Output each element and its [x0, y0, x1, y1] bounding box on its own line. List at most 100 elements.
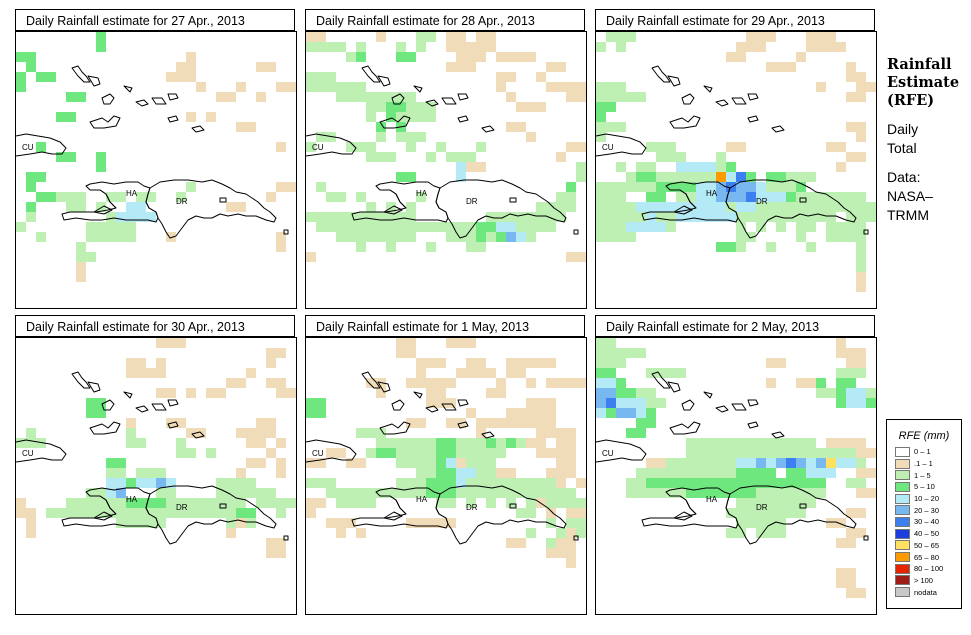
- rainfall-cell: [396, 488, 406, 498]
- rainfall-cell: [476, 488, 486, 498]
- rainfall-cell: [306, 82, 316, 92]
- rfe-map-panel-4: Daily Rainfall estimate for 30 Apr., 201…: [15, 315, 297, 617]
- rainfall-cell: [306, 142, 316, 152]
- rainfall-cell: [816, 32, 826, 42]
- rainfall-cell: [616, 378, 626, 388]
- rainfall-cell: [566, 528, 576, 538]
- rainfall-cell: [76, 508, 86, 518]
- legend-label: nodata: [914, 587, 937, 597]
- rainfall-cell: [576, 518, 586, 528]
- rainfall-cell: [356, 498, 366, 508]
- rainfall-cell: [796, 378, 806, 388]
- rainfall-cell: [386, 212, 396, 222]
- rainfall-cell: [416, 448, 426, 458]
- rainfall-cell: [726, 212, 736, 222]
- rainfall-cell: [46, 192, 56, 202]
- rainfall-cell: [476, 142, 486, 152]
- rainfall-cell: [786, 498, 796, 508]
- rainfall-cell: [356, 212, 366, 222]
- rainfall-cell: [776, 222, 786, 232]
- rainfall-cell: [846, 398, 856, 408]
- rainfall-cell: [416, 418, 426, 428]
- rainfall-cell: [176, 338, 186, 348]
- rainfall-cell: [466, 152, 476, 162]
- legend-item: 50 – 65: [895, 540, 961, 552]
- rainfall-cell: [846, 588, 856, 598]
- rainfall-cell: [486, 448, 496, 458]
- rainfall-cell: [856, 262, 866, 272]
- rainfall-cell: [516, 478, 526, 488]
- rainfall-cell: [156, 358, 166, 368]
- panel-title: Daily Rainfall estimate for 28 Apr., 201…: [305, 9, 585, 31]
- rainfall-cell: [606, 212, 616, 222]
- rainfall-cell: [406, 232, 416, 242]
- rainfall-cell: [566, 438, 576, 448]
- rainfall-cell: [236, 122, 246, 132]
- rainfall-cell: [366, 222, 376, 232]
- rainfall-cell: [606, 348, 616, 358]
- rainfall-cell: [756, 182, 766, 192]
- coastline: [219, 503, 227, 509]
- rainfall-cell: [846, 122, 856, 132]
- legend-label: 10 – 20: [914, 494, 940, 504]
- rainfall-cell: [756, 508, 766, 518]
- rainfall-cell: [336, 232, 346, 242]
- rainfall-cell: [816, 448, 826, 458]
- rainfall-cell: [516, 418, 526, 428]
- rainfall-cell: [716, 182, 726, 192]
- rainfall-cell: [366, 428, 376, 438]
- rainfall-cell: [646, 222, 656, 232]
- rainfall-cell: [856, 252, 866, 262]
- rainfall-cell: [416, 358, 426, 368]
- rainfall-cell: [736, 212, 746, 222]
- rainfall-cell: [636, 222, 646, 232]
- rainfall-cell: [96, 162, 106, 172]
- rainfall-cell: [396, 338, 406, 348]
- rainfall-cell: [676, 192, 686, 202]
- map-frame: CU HA DR: [305, 31, 587, 309]
- rainfall-cell: [106, 478, 116, 488]
- rainfall-map: CU HA DR: [596, 32, 876, 292]
- rainfall-cell: [226, 478, 236, 488]
- rainfall-cell: [826, 212, 836, 222]
- coastline: [167, 93, 179, 101]
- rainfall-cell: [726, 142, 736, 152]
- rainfall-cell: [656, 172, 666, 182]
- rainfall-cell: [766, 358, 776, 368]
- rainfall-cell: [696, 172, 706, 182]
- rainfall-cell: [676, 488, 686, 498]
- rainfall-cell: [396, 52, 406, 62]
- rainfall-cell: [846, 388, 856, 398]
- rainfall-cell: [166, 72, 176, 82]
- rainfall-cell: [406, 112, 416, 122]
- rainfall-cell: [736, 182, 746, 192]
- rainfall-cell: [676, 478, 686, 488]
- rainfall-cell: [686, 468, 696, 478]
- rainfall-cell: [246, 438, 256, 448]
- legend-swatch: [895, 458, 910, 469]
- rainfall-cell: [656, 222, 666, 232]
- coastline: [89, 115, 121, 129]
- rainfall-cell: [776, 172, 786, 182]
- rainfall-cell: [156, 388, 166, 398]
- rainfall-cell: [406, 52, 416, 62]
- rainfall-cell: [796, 468, 806, 478]
- rainfall-cell: [796, 488, 806, 498]
- rainfall-cell: [376, 92, 386, 102]
- coastline: [596, 133, 647, 157]
- rainfall-cell: [786, 468, 796, 478]
- rainfall-cell: [146, 518, 156, 528]
- legend-label: 0 – 1: [914, 447, 931, 457]
- rainfall-cell: [836, 338, 846, 348]
- rainfall-cell: [156, 518, 166, 528]
- rainfall-cell: [106, 212, 116, 222]
- coastline: [87, 381, 101, 393]
- rainfall-cell: [696, 458, 706, 468]
- rainfall-cell: [276, 82, 286, 92]
- rainfall-cell: [166, 388, 176, 398]
- rainfall-cell: [716, 242, 726, 252]
- rainfall-cell: [656, 488, 666, 498]
- rainfall-cell: [686, 212, 696, 222]
- coastline: [306, 439, 357, 463]
- rainfall-cell: [186, 448, 196, 458]
